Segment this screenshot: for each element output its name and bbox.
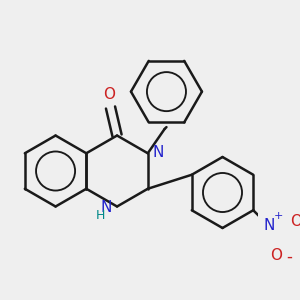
Text: O: O xyxy=(290,214,300,229)
Text: O: O xyxy=(103,87,115,102)
Text: O: O xyxy=(270,248,282,262)
Text: +: + xyxy=(274,211,283,221)
Text: -: - xyxy=(286,248,292,266)
Text: N: N xyxy=(263,218,275,233)
Text: N: N xyxy=(152,145,164,160)
Text: N: N xyxy=(101,200,112,215)
Text: H: H xyxy=(95,209,105,222)
